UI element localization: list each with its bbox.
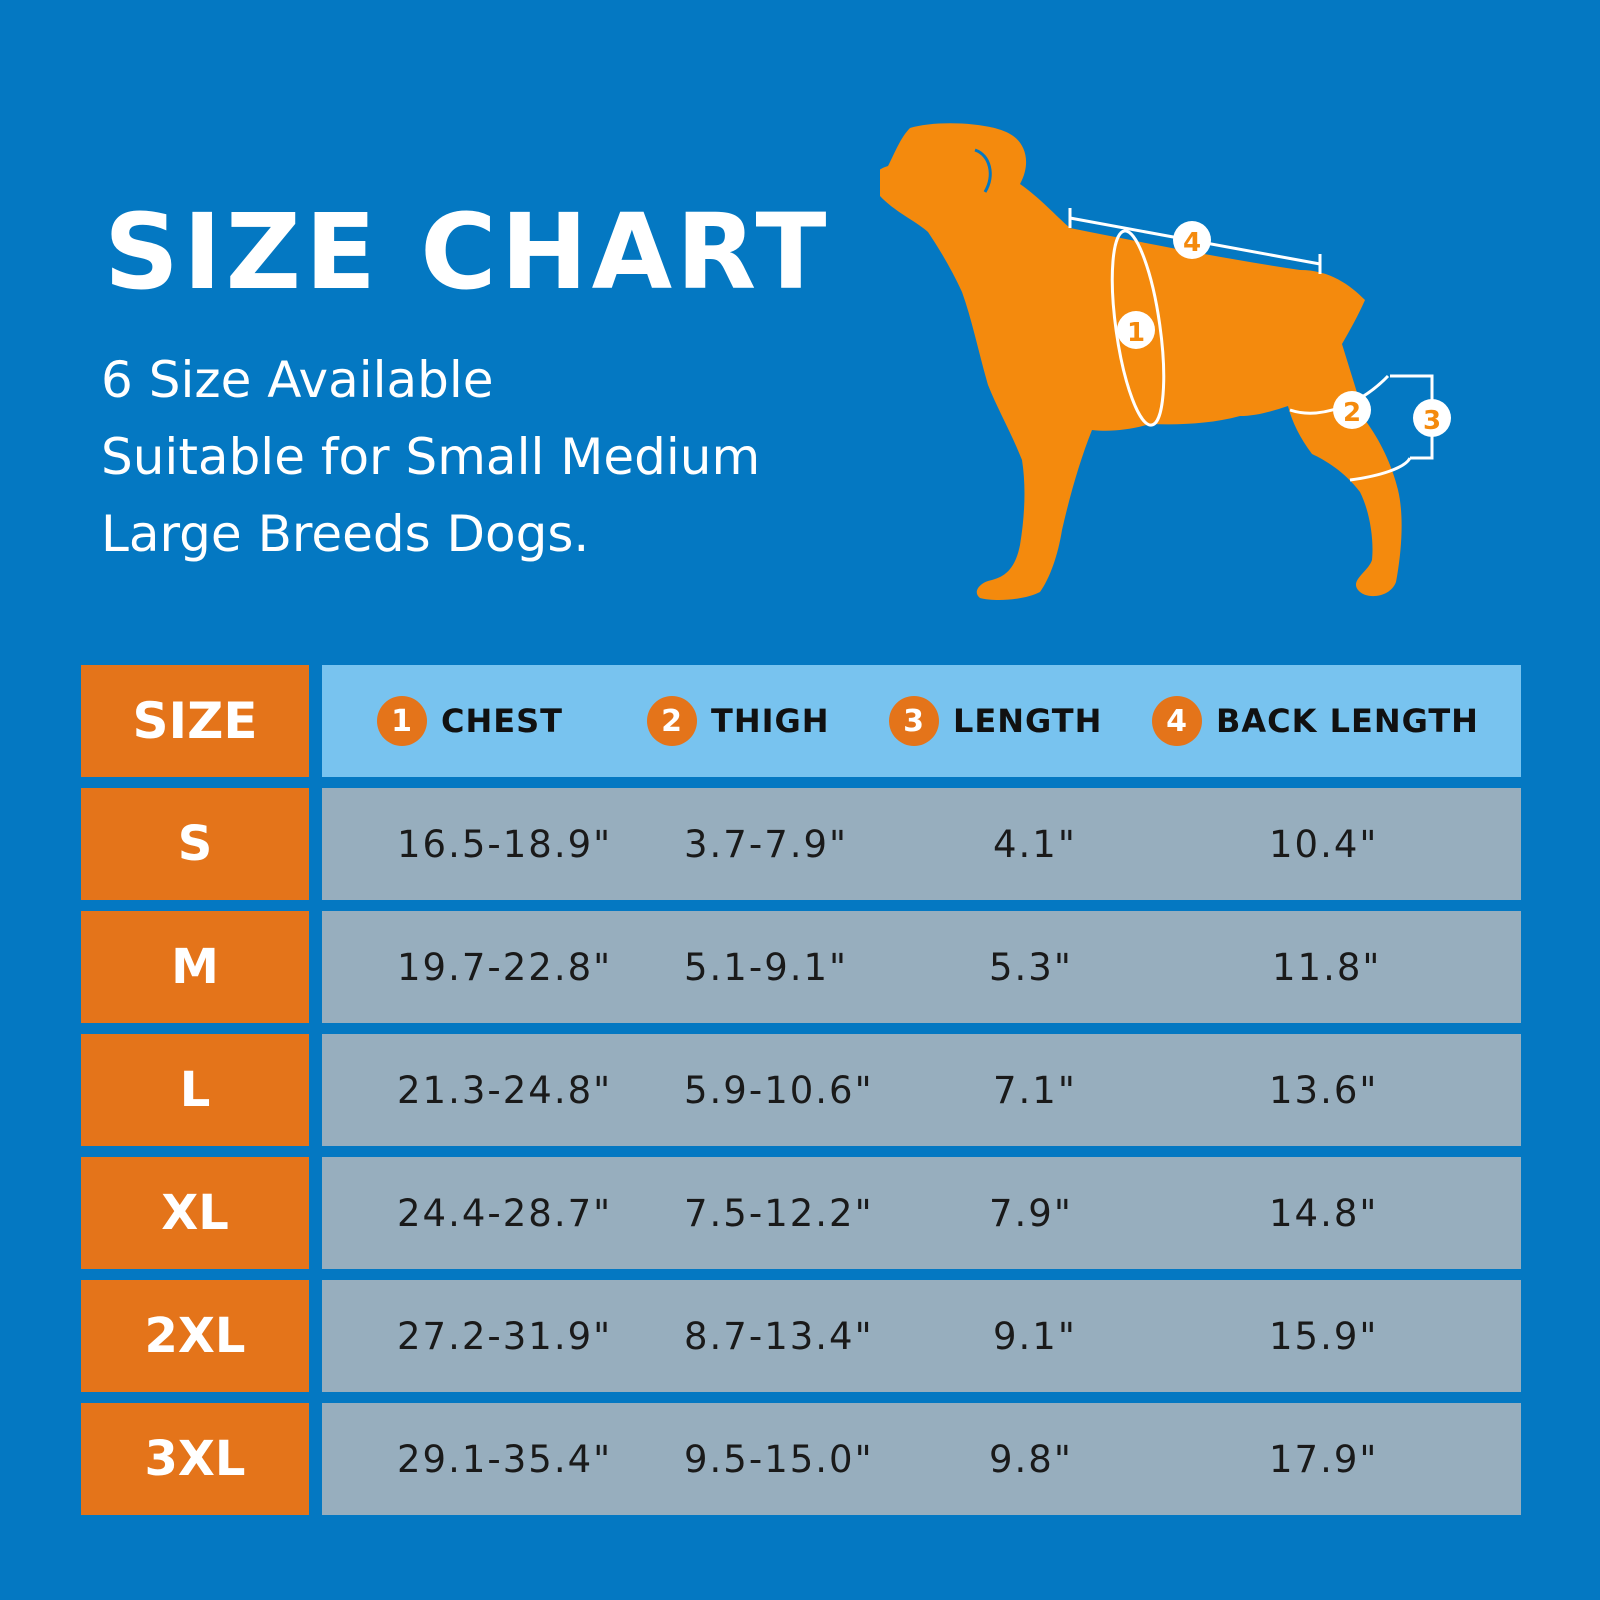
thigh-number-badge: 2 xyxy=(647,696,697,746)
length-value: 5.3" xyxy=(989,945,1073,989)
table-header-row: 1 CHEST 2 THIGH 3 LENGTH 4 BACK LENGTH xyxy=(322,665,1521,777)
chest-value: 16.5-18.9" xyxy=(397,822,613,866)
svg-text:1: 1 xyxy=(1127,318,1145,348)
size-cell-s: S xyxy=(81,788,309,900)
size-column-header: SIZE xyxy=(81,665,309,777)
back-length-value: 10.4" xyxy=(1269,822,1379,866)
size-cell-2xl: 2XL xyxy=(81,1280,309,1392)
size-cell-xl: XL xyxy=(81,1157,309,1269)
chest-value: 19.7-22.8" xyxy=(397,945,613,989)
table-row: 29.1-35.4" 9.5-15.0" 9.8" 17.9" xyxy=(322,1403,1521,1515)
thigh-value: 5.9-10.6" xyxy=(684,1068,874,1112)
thigh-value: 5.1-9.1" xyxy=(684,945,849,989)
column-header-chest-label: CHEST xyxy=(441,702,563,740)
column-header-length-label: LENGTH xyxy=(953,702,1103,740)
length-value: 9.1" xyxy=(993,1314,1077,1358)
length-value: 7.9" xyxy=(989,1191,1073,1235)
thigh-value: 7.5-12.2" xyxy=(684,1191,874,1235)
thigh-value: 3.7-7.9" xyxy=(684,822,849,866)
length-value: 9.8" xyxy=(989,1437,1073,1481)
marker-3: 3 xyxy=(1413,399,1451,437)
table-row: 16.5-18.9" 3.7-7.9" 4.1" 10.4" xyxy=(322,788,1521,900)
thigh-value: 9.5-15.0" xyxy=(684,1437,874,1481)
column-header-length: 3 LENGTH xyxy=(889,665,1102,777)
page-title: SIZE CHART xyxy=(104,191,831,313)
chest-number-badge: 1 xyxy=(377,696,427,746)
svg-text:4: 4 xyxy=(1183,228,1201,258)
back-length-value: 14.8" xyxy=(1269,1191,1379,1235)
column-header-back-length: 4 BACK LENGTH xyxy=(1152,665,1479,777)
column-header-thigh: 2 THIGH xyxy=(647,665,830,777)
column-header-back-length-label: BACK LENGTH xyxy=(1216,702,1479,740)
subtitle: 6 Size Available Suitable for Small Medi… xyxy=(101,342,861,573)
chest-value: 29.1-35.4" xyxy=(397,1437,613,1481)
size-cell-l: L xyxy=(81,1034,309,1146)
dog-silhouette xyxy=(880,123,1402,600)
size-cell-3xl: 3XL xyxy=(81,1403,309,1515)
back-length-number-badge: 4 xyxy=(1152,696,1202,746)
length-value: 7.1" xyxy=(993,1068,1077,1112)
dog-measurement-diagram: 1 2 3 4 xyxy=(880,123,1451,600)
chest-value: 21.3-24.8" xyxy=(397,1068,613,1112)
back-length-value: 11.8" xyxy=(1272,945,1382,989)
marker-4: 4 xyxy=(1173,221,1211,259)
table-row: 21.3-24.8" 5.9-10.6" 7.1" 13.6" xyxy=(322,1034,1521,1146)
length-number-badge: 3 xyxy=(889,696,939,746)
thigh-value: 8.7-13.4" xyxy=(684,1314,874,1358)
back-length-value: 15.9" xyxy=(1269,1314,1379,1358)
length-value: 4.1" xyxy=(993,822,1077,866)
subtitle-line-1: 6 Size Available xyxy=(101,351,494,409)
svg-text:3: 3 xyxy=(1423,406,1441,436)
back-length-value: 13.6" xyxy=(1269,1068,1379,1112)
marker-2: 2 xyxy=(1333,391,1371,429)
column-header-thigh-label: THIGH xyxy=(711,702,830,740)
chest-value: 27.2-31.9" xyxy=(397,1314,613,1358)
svg-text:2: 2 xyxy=(1343,398,1361,428)
chest-value: 24.4-28.7" xyxy=(397,1191,613,1235)
column-header-chest: 1 CHEST xyxy=(377,665,563,777)
back-length-value: 17.9" xyxy=(1269,1437,1379,1481)
table-row: 19.7-22.8" 5.1-9.1" 5.3" 11.8" xyxy=(322,911,1521,1023)
subtitle-line-3: Large Breeds Dogs. xyxy=(101,505,590,563)
marker-1: 1 xyxy=(1117,311,1155,349)
table-row: 24.4-28.7" 7.5-12.2" 7.9" 14.8" xyxy=(322,1157,1521,1269)
table-row: 27.2-31.9" 8.7-13.4" 9.1" 15.9" xyxy=(322,1280,1521,1392)
subtitle-line-2: Suitable for Small Medium xyxy=(101,428,761,486)
size-cell-m: M xyxy=(81,911,309,1023)
